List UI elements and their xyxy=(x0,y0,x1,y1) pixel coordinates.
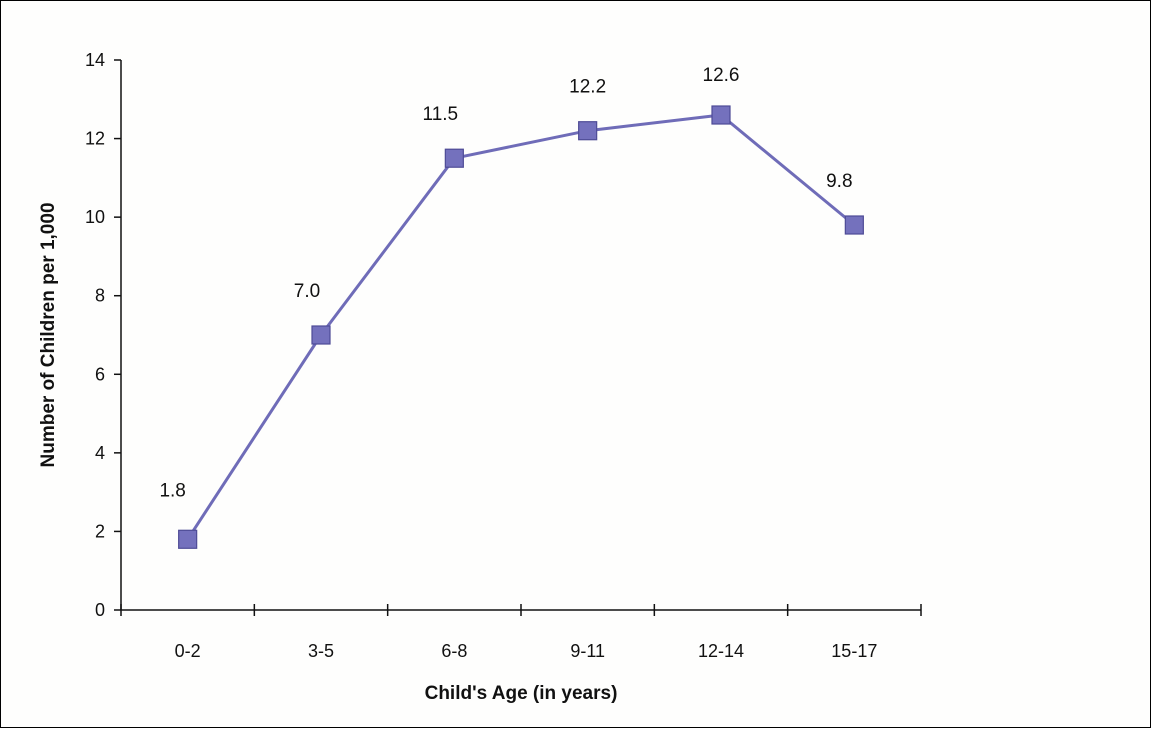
x-tick-label: 6-8 xyxy=(441,641,467,661)
y-tick-label: 2 xyxy=(95,521,105,541)
series-line-group xyxy=(178,105,864,549)
y-tick-label: 12 xyxy=(85,129,105,149)
data-label: 7.0 xyxy=(294,281,320,302)
x-axis-title: Child's Age (in years) xyxy=(425,683,618,704)
data-point-marker xyxy=(444,148,464,168)
x-tick-label: 15-17 xyxy=(831,641,877,661)
y-tick-label: 8 xyxy=(95,286,105,306)
y-axis-title: Number of Children per 1,000 xyxy=(38,202,59,467)
x-tick-label: 9-11 xyxy=(570,641,605,661)
data-label: 9.8 xyxy=(826,171,852,192)
series-line xyxy=(186,113,856,541)
y-tick-label: 6 xyxy=(95,364,105,384)
axes: 0 2 4 6 8 10 12 14 0-2 3-5 6-8 9-11 12-14 15-17 xyxy=(85,50,922,661)
data-point-marker xyxy=(844,215,864,235)
data-point-marker xyxy=(178,529,198,549)
y-tick-label: 0 xyxy=(95,600,105,620)
data-point-marker xyxy=(311,325,331,345)
labels-group: 1.8 7.0 11.5 12.2 12.6 9.8 xyxy=(159,65,852,501)
data-point-marker xyxy=(578,121,598,141)
y-tick-label: 14 xyxy=(85,50,105,70)
data-label: 1.8 xyxy=(159,480,185,501)
data-label: 12.6 xyxy=(703,65,740,86)
data-label: 12.2 xyxy=(569,77,606,98)
y-tick-label: 4 xyxy=(95,443,105,463)
x-tick-label: 3-5 xyxy=(308,641,334,661)
data-label: 11.5 xyxy=(423,104,459,125)
x-tick-label: 12-14 xyxy=(698,641,744,661)
data-point-marker xyxy=(711,105,731,125)
x-tick-label: 0-2 xyxy=(175,641,201,661)
y-tick-label: 10 xyxy=(85,207,105,227)
